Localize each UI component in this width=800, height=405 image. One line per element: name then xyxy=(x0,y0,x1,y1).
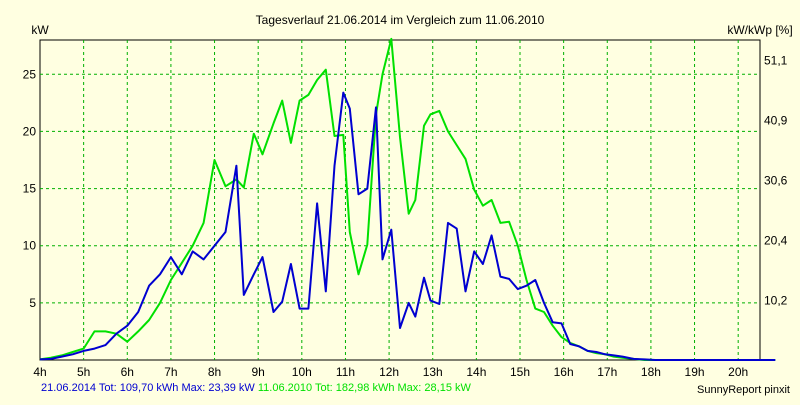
x-tick-label: 4h xyxy=(33,365,46,379)
legend-footer: 21.06.2014 Tot: 109,70 kWh Max: 23,39 kW… xyxy=(41,382,471,394)
x-tick-label: 15h xyxy=(510,365,530,379)
x-tick-label: 13h xyxy=(423,365,443,379)
legend-series-2010: 11.06.2010 Tot: 182,98 kWh Max: 28,15 kW xyxy=(257,382,471,394)
y-axis-label-left: kW xyxy=(31,23,49,37)
y-tick-label-left: 20 xyxy=(23,124,37,138)
x-tick-label: 5h xyxy=(77,365,90,379)
x-tick-label: 6h xyxy=(121,365,134,379)
x-tick-label: 20h xyxy=(728,365,748,379)
x-tick-label: 17h xyxy=(597,365,617,379)
plot-area xyxy=(39,39,761,361)
credit-text: SunnyReport pinxit xyxy=(697,384,790,396)
y-tick-label-right: 40,9 xyxy=(764,114,788,128)
y-tick-label-left: 25 xyxy=(23,67,37,81)
x-tick-label: 18h xyxy=(641,365,661,379)
x-tick-label: 19h xyxy=(685,365,705,379)
series-lines xyxy=(39,37,776,361)
ticks: 4h 5h 6h 7h 8h 9h 10h 11h 12h 13h 14h 15h 16h 17h 18h 1… xyxy=(23,54,788,379)
chart-title: Tagesverlauf 21.06.2014 im Vergleich zum… xyxy=(256,13,545,27)
y-tick-label-right: 20,4 xyxy=(764,234,788,248)
x-tick-label: 16h xyxy=(554,365,574,379)
y-tick-label-left: 10 xyxy=(23,239,37,253)
x-tick-label: 7h xyxy=(164,365,177,379)
y-axis-label-right: kW/kWp [%] xyxy=(727,23,792,37)
x-tick-label: 12h xyxy=(379,365,399,379)
series-line-21-06-2014 xyxy=(39,91,776,361)
y-tick-label-right: 10,2 xyxy=(764,294,788,308)
x-tick-label: 8h xyxy=(208,365,221,379)
y-tick-label-right: 30,6 xyxy=(764,174,788,188)
x-tick-label: 9h xyxy=(252,365,265,379)
legend-series-2014: 21.06.2014 Tot: 109,70 kWh Max: 23,39 kW xyxy=(41,382,255,394)
y-tick-label-right: 51,1 xyxy=(764,54,788,68)
y-tick-label-left: 15 xyxy=(23,182,37,196)
x-tick-label: 11h xyxy=(336,365,355,379)
y-tick-label-left: 5 xyxy=(29,296,36,310)
x-tick-label: 10h xyxy=(292,365,312,379)
x-tick-label: 14h xyxy=(466,365,486,379)
